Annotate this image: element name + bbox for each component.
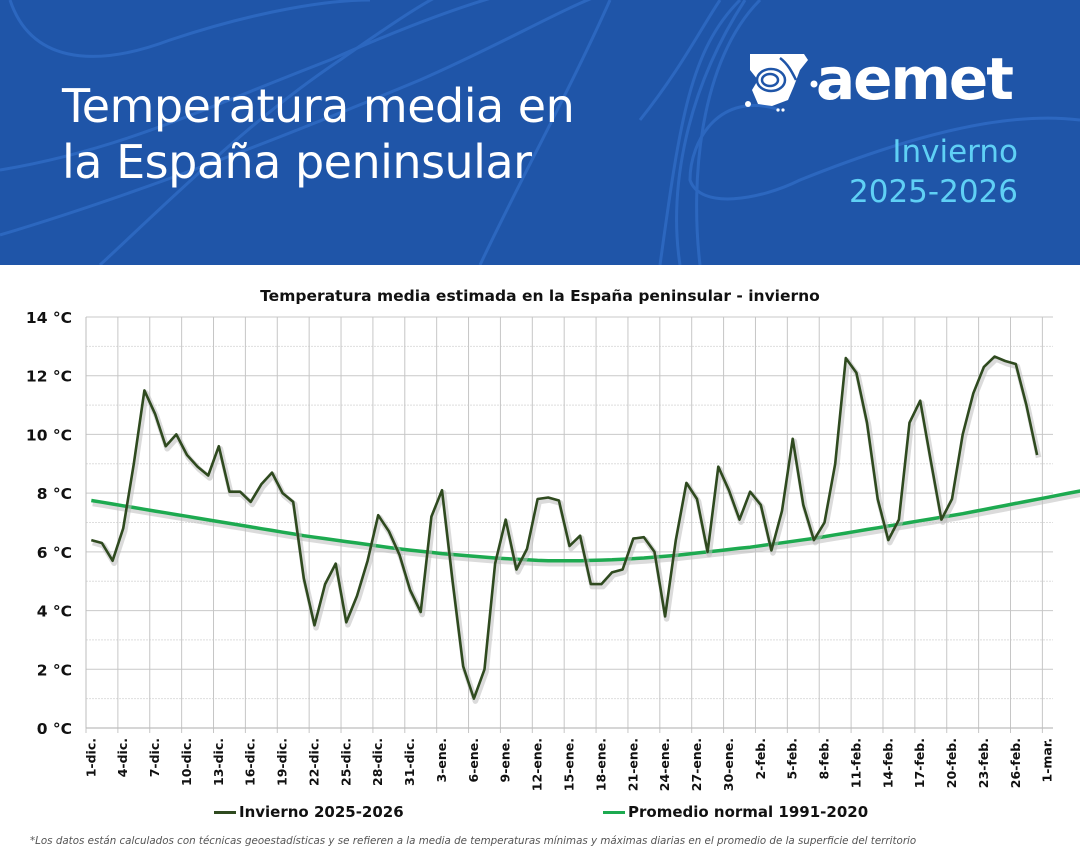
- x-tick-label: 4-dic.: [115, 738, 130, 777]
- x-tick-label: 16-dic.: [243, 738, 258, 786]
- title-line-2: la España peninsular: [62, 135, 532, 189]
- series-normal-line: [91, 489, 1080, 563]
- x-tick-label: 20-feb.: [944, 738, 959, 788]
- x-tick-label: 7-dic.: [147, 738, 162, 777]
- season-years: 2025-2026: [849, 174, 1018, 210]
- x-tick-label: 21-ene.: [625, 738, 640, 791]
- footnote: *Los datos están calculados con técnicas…: [30, 835, 917, 847]
- y-tick-label: 10 °C: [26, 426, 72, 444]
- aemet-logo-icon: [745, 54, 818, 112]
- x-tick-label: 13-dic.: [211, 738, 226, 786]
- y-tick-label: 12 °C: [26, 368, 72, 386]
- x-tick-label: 12-ene.: [530, 738, 545, 791]
- x-tick-label: 3-ene.: [434, 738, 449, 783]
- x-tick-label: 1-dic.: [83, 738, 98, 777]
- y-tick-label: 8 °C: [37, 485, 72, 503]
- y-tick-label: 0 °C: [37, 720, 72, 738]
- chart-series: [90, 355, 1080, 704]
- season-name: Invierno: [892, 134, 1018, 170]
- x-tick-label: 10-dic.: [179, 738, 194, 786]
- x-tick-label: 2-feb.: [753, 738, 768, 780]
- x-tick-label: 15-ene.: [562, 738, 577, 791]
- x-tick-label: 25-dic.: [338, 738, 353, 786]
- legend-item-invierno: Invierno 2025-2026: [214, 803, 404, 821]
- x-tick-label: 6-ene.: [466, 738, 481, 783]
- x-tick-label: 14-feb.: [880, 738, 895, 788]
- x-tick-label: 26-feb.: [1008, 738, 1023, 788]
- y-tick-label: 2 °C: [37, 661, 72, 679]
- legend-label-normal: Promedio normal 1991-2020: [628, 803, 869, 821]
- series-invierno-line: [90, 355, 1039, 700]
- legend-swatch-normal: [603, 810, 625, 814]
- legend-label-invierno: Invierno 2025-2026: [239, 803, 404, 821]
- decorative-waves: [0, 0, 1080, 265]
- x-tick-label: 8-feb.: [817, 738, 832, 780]
- x-tick-label: 19-dic.: [275, 738, 290, 786]
- x-tick-label: 28-dic.: [370, 738, 385, 786]
- y-tick-label: 14 °C: [26, 309, 72, 327]
- x-tick-label: 5-feb.: [785, 738, 800, 780]
- chart-title: Temperatura media estimada en la España …: [260, 287, 820, 305]
- x-axis-ticks: 1-dic. 4-dic. 7-dic. 10-dic. 13-dic. 16-dic. 1…: [83, 738, 1054, 791]
- title-line-1: Temperatura media en: [62, 79, 575, 133]
- legend-swatch-invierno: [214, 810, 236, 814]
- season-label: Invierno 2025-2026: [849, 132, 1018, 212]
- legend-item-normal: Promedio normal 1991-2020: [603, 803, 868, 821]
- series-normal-shadow: [92, 490, 1080, 567]
- x-tick-label: 18-ene.: [593, 738, 608, 791]
- x-tick-label: 31-dic.: [402, 738, 417, 786]
- logo-text: aemet: [816, 45, 1014, 113]
- x-tick-label: 30-ene.: [721, 738, 736, 791]
- x-tick-label: 22-dic.: [306, 738, 321, 786]
- y-axis-ticks: 0 °C 2 °C 4 °C 6 °C 8 °C 10 °C 12 °C 14 °C: [26, 309, 72, 738]
- page-title: Temperatura media en la España peninsula…: [62, 78, 575, 190]
- header-banner: Temperatura media en la España peninsula…: [0, 0, 1080, 265]
- x-tick-label: 11-feb.: [848, 738, 863, 788]
- y-tick-label: 6 °C: [37, 544, 72, 562]
- x-tick-label: 17-feb.: [912, 738, 927, 788]
- x-tick-label: 9-ene.: [498, 738, 513, 783]
- y-tick-label: 4 °C: [37, 603, 72, 621]
- temperature-chart: 0 °C 2 °C 4 °C 6 °C 8 °C 10 °C 12 °C 14 °C 1-di…: [26, 309, 1080, 791]
- x-tick-label: 1-mar.: [1040, 738, 1055, 782]
- x-tick-label: 24-ene.: [657, 738, 672, 791]
- x-tick-label: 23-feb.: [976, 738, 991, 788]
- chart-grid: [85, 316, 1053, 733]
- x-tick-label: 27-ene.: [689, 738, 704, 791]
